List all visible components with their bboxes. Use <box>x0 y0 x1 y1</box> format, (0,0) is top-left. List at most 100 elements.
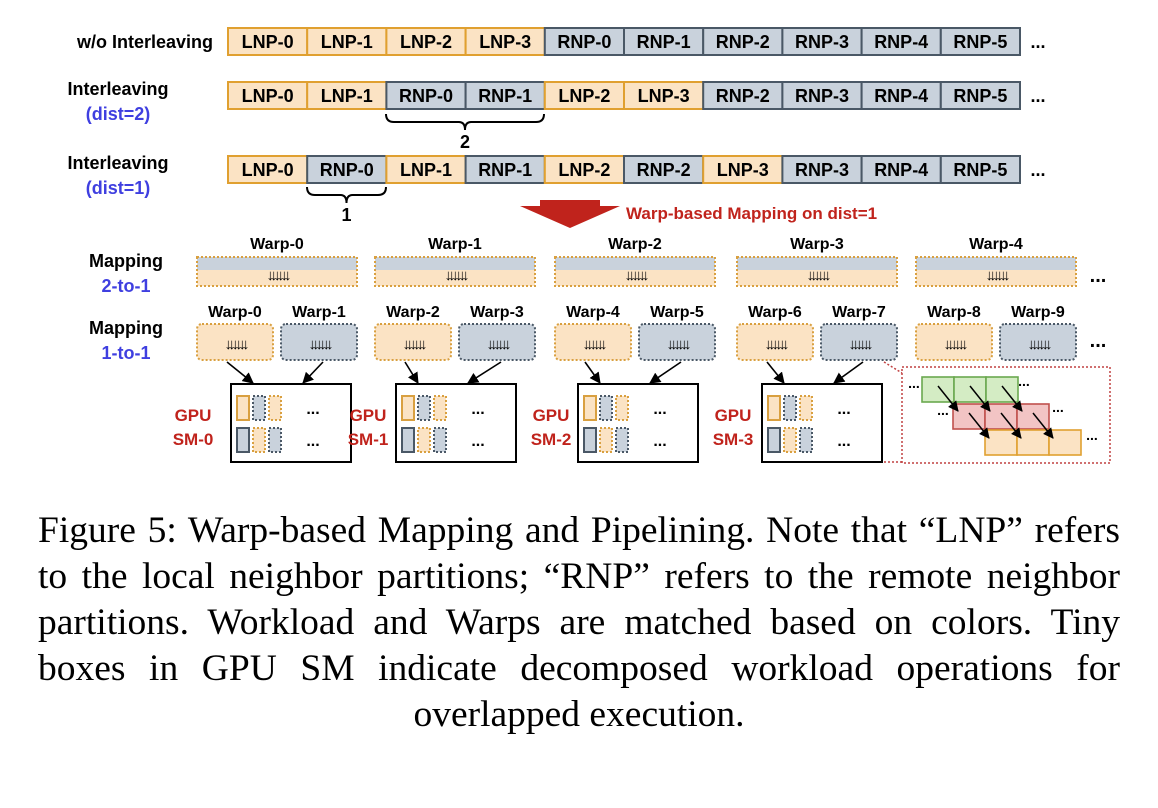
tiny-op-box <box>417 395 431 421</box>
row-ellipsis: ... <box>1030 160 1045 180</box>
warp-box <box>820 323 898 361</box>
thread-arrows: ↓↓↓↓↓↓ <box>625 267 649 284</box>
warp-box <box>638 323 716 361</box>
warp-label: Warp-3 <box>470 304 524 321</box>
partition-label: RNP-0 <box>557 32 611 52</box>
partition-cell <box>227 155 309 184</box>
tiny-op-box <box>417 427 431 453</box>
sm-box <box>761 383 883 463</box>
pipeline-arrow <box>937 385 959 412</box>
thread-arrows: ↓↓↓↓↓↓ <box>849 336 873 353</box>
pipeline-stage <box>952 403 986 430</box>
tiny-op-box <box>599 395 613 421</box>
warp-box <box>374 323 452 361</box>
partition-cell <box>385 81 467 110</box>
partition-cell <box>860 27 942 56</box>
pipeline-arrow <box>968 412 990 439</box>
partition-label: RNP-4 <box>874 86 928 106</box>
mapping-ellipsis: ... <box>1090 265 1107 287</box>
partition-cell <box>702 155 784 184</box>
warp-lnp-half <box>555 270 715 286</box>
pipeline-ellipsis: ... <box>908 375 920 391</box>
warp-label: Warp-5 <box>650 304 704 321</box>
sm-ellipsis: ... <box>306 401 319 418</box>
partition-cell <box>385 155 467 184</box>
warp-rnp-half <box>197 257 357 270</box>
partition-label: RNP-5 <box>953 86 1007 106</box>
partition-cell <box>464 81 546 110</box>
pipeline-inset <box>901 366 1111 464</box>
mapping-label: Mapping <box>89 318 163 338</box>
thread-arrows: ↓↓↓↓↓↓ <box>944 336 968 353</box>
partition-label: RNP-0 <box>320 160 374 180</box>
sm-box <box>230 383 352 463</box>
partition-label: RNP-1 <box>478 86 532 106</box>
thread-arrows: ↓↓↓↓↓↓ <box>487 336 511 353</box>
tiny-op-box <box>583 395 597 421</box>
warp-label: Warp-0 <box>208 304 262 321</box>
tiny-op-box <box>799 395 813 421</box>
partition-label: LNP-0 <box>242 86 294 106</box>
pipeline-ellipsis: ... <box>1052 399 1064 415</box>
sm-ellipsis: ... <box>653 401 666 418</box>
row-label: Interleaving <box>67 79 168 99</box>
assign-arrow <box>766 361 785 384</box>
mapping-label-ratio: 1-to-1 <box>102 343 151 363</box>
pipeline-stage <box>953 376 987 403</box>
pipeline-arrow <box>1000 412 1022 439</box>
partition-cell <box>306 81 388 110</box>
row-label-dist: (dist=2) <box>86 104 151 124</box>
partition-label: RNP-5 <box>953 160 1007 180</box>
pipeline-stage <box>1048 429 1082 456</box>
row-label: w/o Interleaving <box>76 32 213 52</box>
warp-lnp-half <box>197 270 357 286</box>
partition-cell <box>781 27 863 56</box>
pipeline-ellipsis: ... <box>937 402 949 418</box>
thread-arrows: ↓↓↓↓↓↓ <box>309 336 333 353</box>
warp-rnp-half <box>737 257 897 270</box>
pipeline-arrow <box>1001 385 1023 412</box>
partition-label: LNP-1 <box>321 32 373 52</box>
tiny-op-box <box>615 427 629 453</box>
sm-box <box>577 383 699 463</box>
partition-cell <box>623 81 705 110</box>
warp-box <box>999 323 1077 361</box>
warp-label: Warp-2 <box>608 236 662 253</box>
warp-lnp-half <box>737 270 897 286</box>
assign-arrow <box>584 361 601 384</box>
tiny-op-box <box>583 427 597 453</box>
brace <box>385 113 545 131</box>
assign-arrow <box>467 361 502 384</box>
partition-label: RNP-3 <box>795 86 849 106</box>
tiny-op-box <box>783 427 797 453</box>
thread-arrows: ↓↓↓↓↓↓ <box>445 267 469 284</box>
partition-label: LNP-2 <box>558 86 610 106</box>
warp-box <box>915 323 993 361</box>
warp-label: Warp-2 <box>386 304 440 321</box>
pipeline-arrow <box>1032 412 1054 439</box>
sm-ellipsis: ... <box>653 433 666 450</box>
pipeline-stage <box>1016 429 1050 456</box>
partition-label: LNP-3 <box>638 86 690 106</box>
thread-arrows: ↓↓↓↓↓↓ <box>403 336 427 353</box>
zoom-line <box>883 361 903 374</box>
warp-label: Warp-9 <box>1011 304 1065 321</box>
pipeline-stage <box>984 403 1018 430</box>
partition-cell <box>939 155 1021 184</box>
tiny-op-box <box>401 395 415 421</box>
sm-label: GPU <box>350 406 387 425</box>
mapping-arrow <box>520 200 620 228</box>
assign-arrow <box>833 361 864 384</box>
partition-label: LNP-3 <box>479 32 531 52</box>
mapping-label-ratio: 2-to-1 <box>102 276 151 296</box>
partition-label: LNP-3 <box>717 160 769 180</box>
tiny-op-box <box>252 427 266 453</box>
thread-arrows: ↓↓↓↓↓↓ <box>267 267 291 284</box>
warp-lnp-half <box>916 270 1076 286</box>
tiny-op-box <box>236 395 250 421</box>
row-ellipsis: ... <box>1030 86 1045 106</box>
partition-label: LNP-1 <box>400 160 452 180</box>
row-ellipsis: ... <box>1030 32 1045 52</box>
pipeline-ellipsis: ... <box>1018 373 1030 389</box>
thread-arrows: ↓↓↓↓↓↓ <box>583 336 607 353</box>
